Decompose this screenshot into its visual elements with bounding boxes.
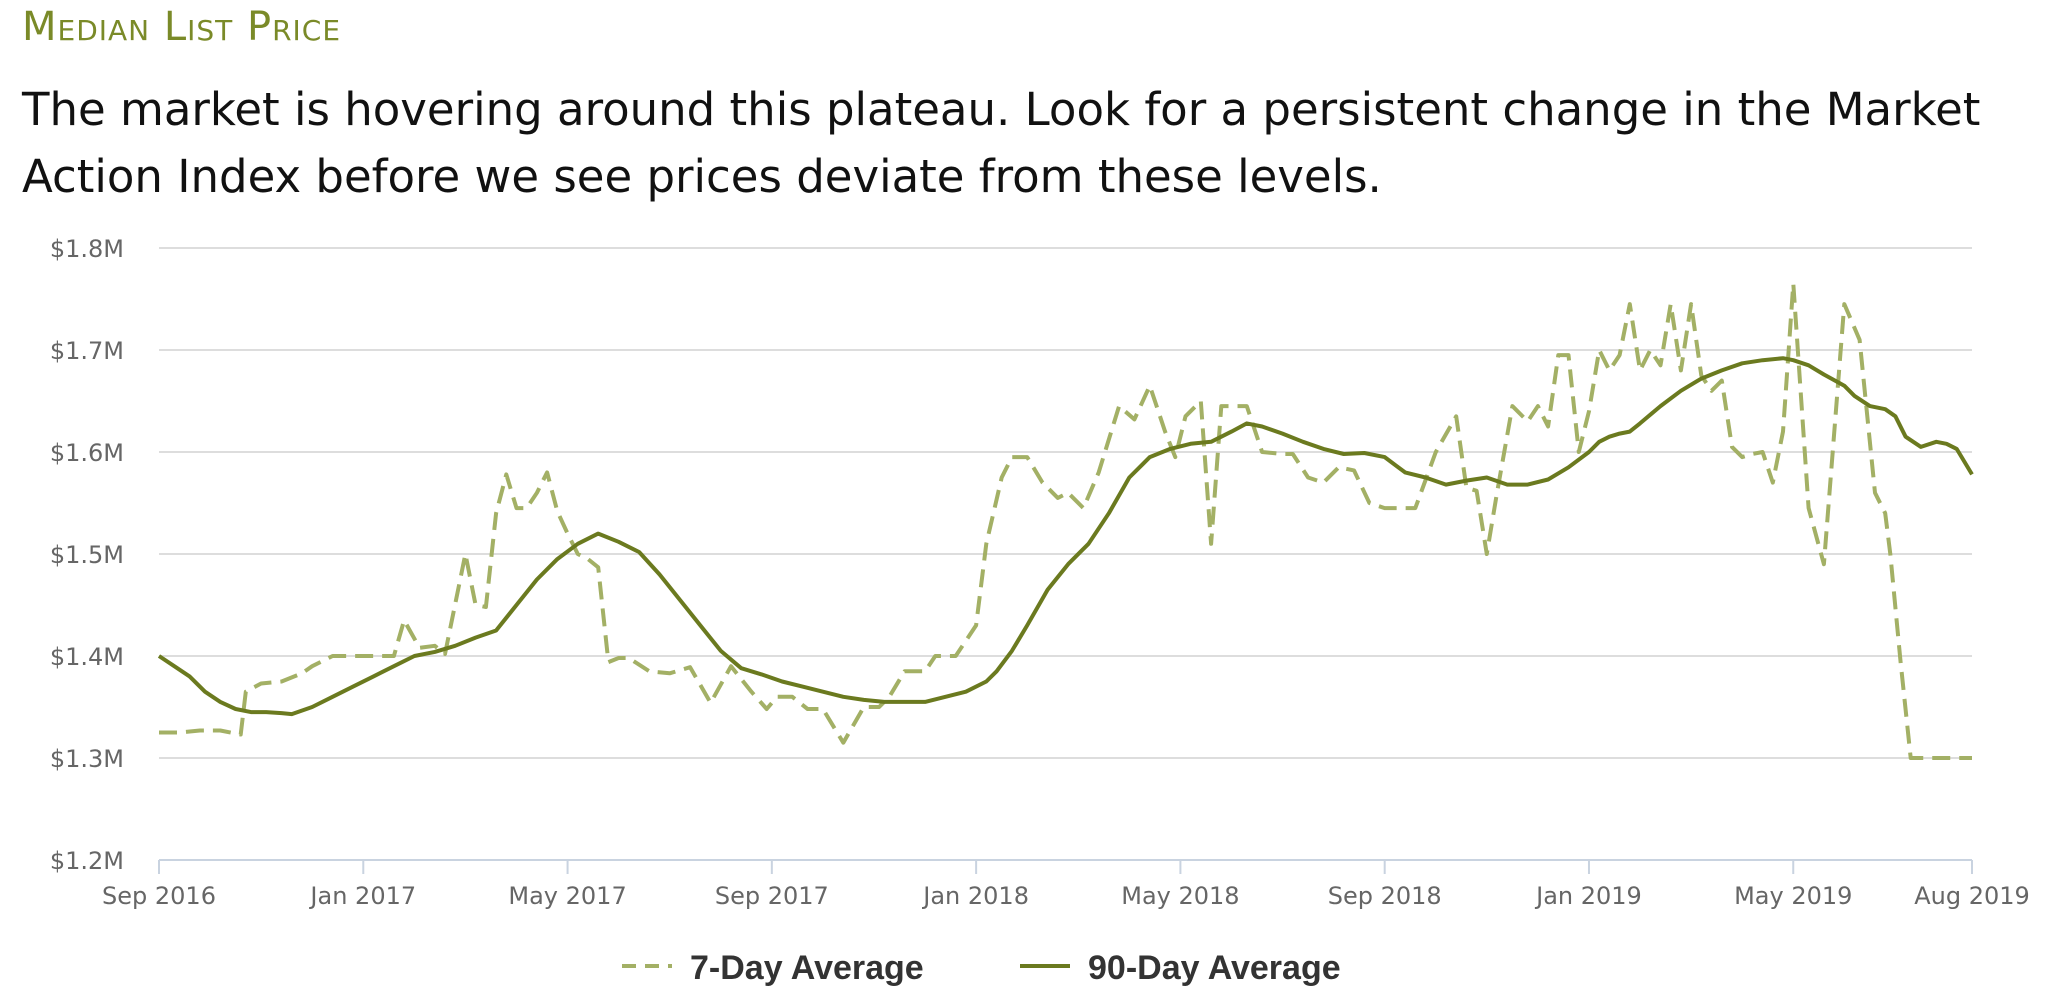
x-tick-label: May 2018 xyxy=(1121,882,1239,910)
x-tick-label: Jan 2017 xyxy=(308,882,416,910)
y-tick-label: $1.2M xyxy=(50,847,124,875)
y-tick-label: $1.7M xyxy=(50,337,124,365)
legend-item-90-day[interactable]: 90-Day Average xyxy=(1020,949,1341,987)
x-tick-label: May 2019 xyxy=(1734,882,1852,910)
y-tick-label: $1.6M xyxy=(50,439,124,467)
y-tick-label: $1.3M xyxy=(50,745,124,773)
chart-subtitle: The market is hovering around this plate… xyxy=(22,83,1981,203)
y-tick-label: $1.4M xyxy=(50,643,124,671)
series-lines xyxy=(157,281,1974,760)
series-7-day-average xyxy=(159,281,1972,760)
chart-title: Median List Price xyxy=(22,4,342,50)
x-tick-label: Sep 2016 xyxy=(102,882,216,910)
series-90-day-average xyxy=(157,356,1974,717)
legend-item-7-day[interactable]: 7-Day Average xyxy=(622,949,924,987)
legend[interactable]: 7-Day Average 90-Day Average xyxy=(622,949,1341,987)
legend-label: 90-Day Average xyxy=(1088,949,1341,987)
legend-label: 7-Day Average xyxy=(690,949,924,987)
y-axis-ticks: $1.2M $1.3M $1.4M $1.5M $1.6M $1.7M $1.8M xyxy=(50,235,124,875)
x-tick-label: Sep 2018 xyxy=(1328,882,1442,910)
y-tick-label: $1.8M xyxy=(50,235,124,263)
x-tick-label: Sep 2017 xyxy=(715,882,829,910)
x-tick-label: Jan 2019 xyxy=(1534,882,1642,910)
x-tick-label: Jan 2018 xyxy=(921,882,1029,910)
x-tick-label: May 2017 xyxy=(508,882,626,910)
gridlines xyxy=(159,247,1972,861)
x-axis: Sep 2016 Jan 2017 May 2017 Sep 2017 Jan 2018… xyxy=(102,859,2030,910)
y-tick-label: $1.5M xyxy=(50,541,124,569)
x-tick-label: Aug 2019 xyxy=(1914,882,2030,910)
